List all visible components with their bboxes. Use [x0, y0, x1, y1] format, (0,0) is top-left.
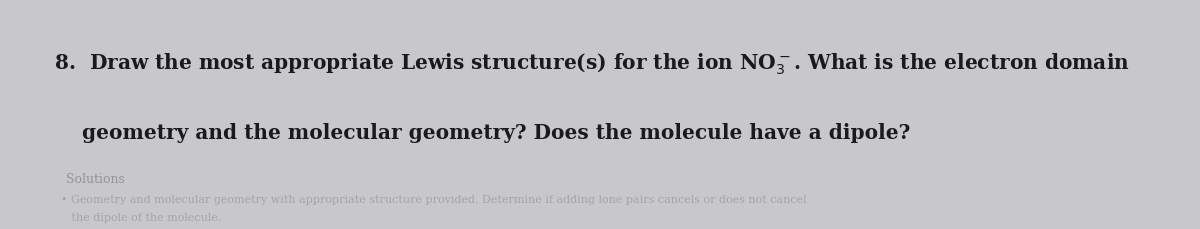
Text: geometry and the molecular geometry? Does the molecule have a dipole?: geometry and the molecular geometry? Doe… — [54, 123, 911, 143]
Text: the dipole of the molecule.: the dipole of the molecule. — [54, 213, 221, 223]
Text: Solutions: Solutions — [54, 172, 125, 185]
Text: 8.  Draw the most appropriate Lewis structure(s) for the ion NO$_3^-$. What is t: 8. Draw the most appropriate Lewis struc… — [54, 52, 1129, 77]
Text: • Geometry and molecular geometry with appropriate structure provided. Determine: • Geometry and molecular geometry with a… — [54, 194, 806, 204]
